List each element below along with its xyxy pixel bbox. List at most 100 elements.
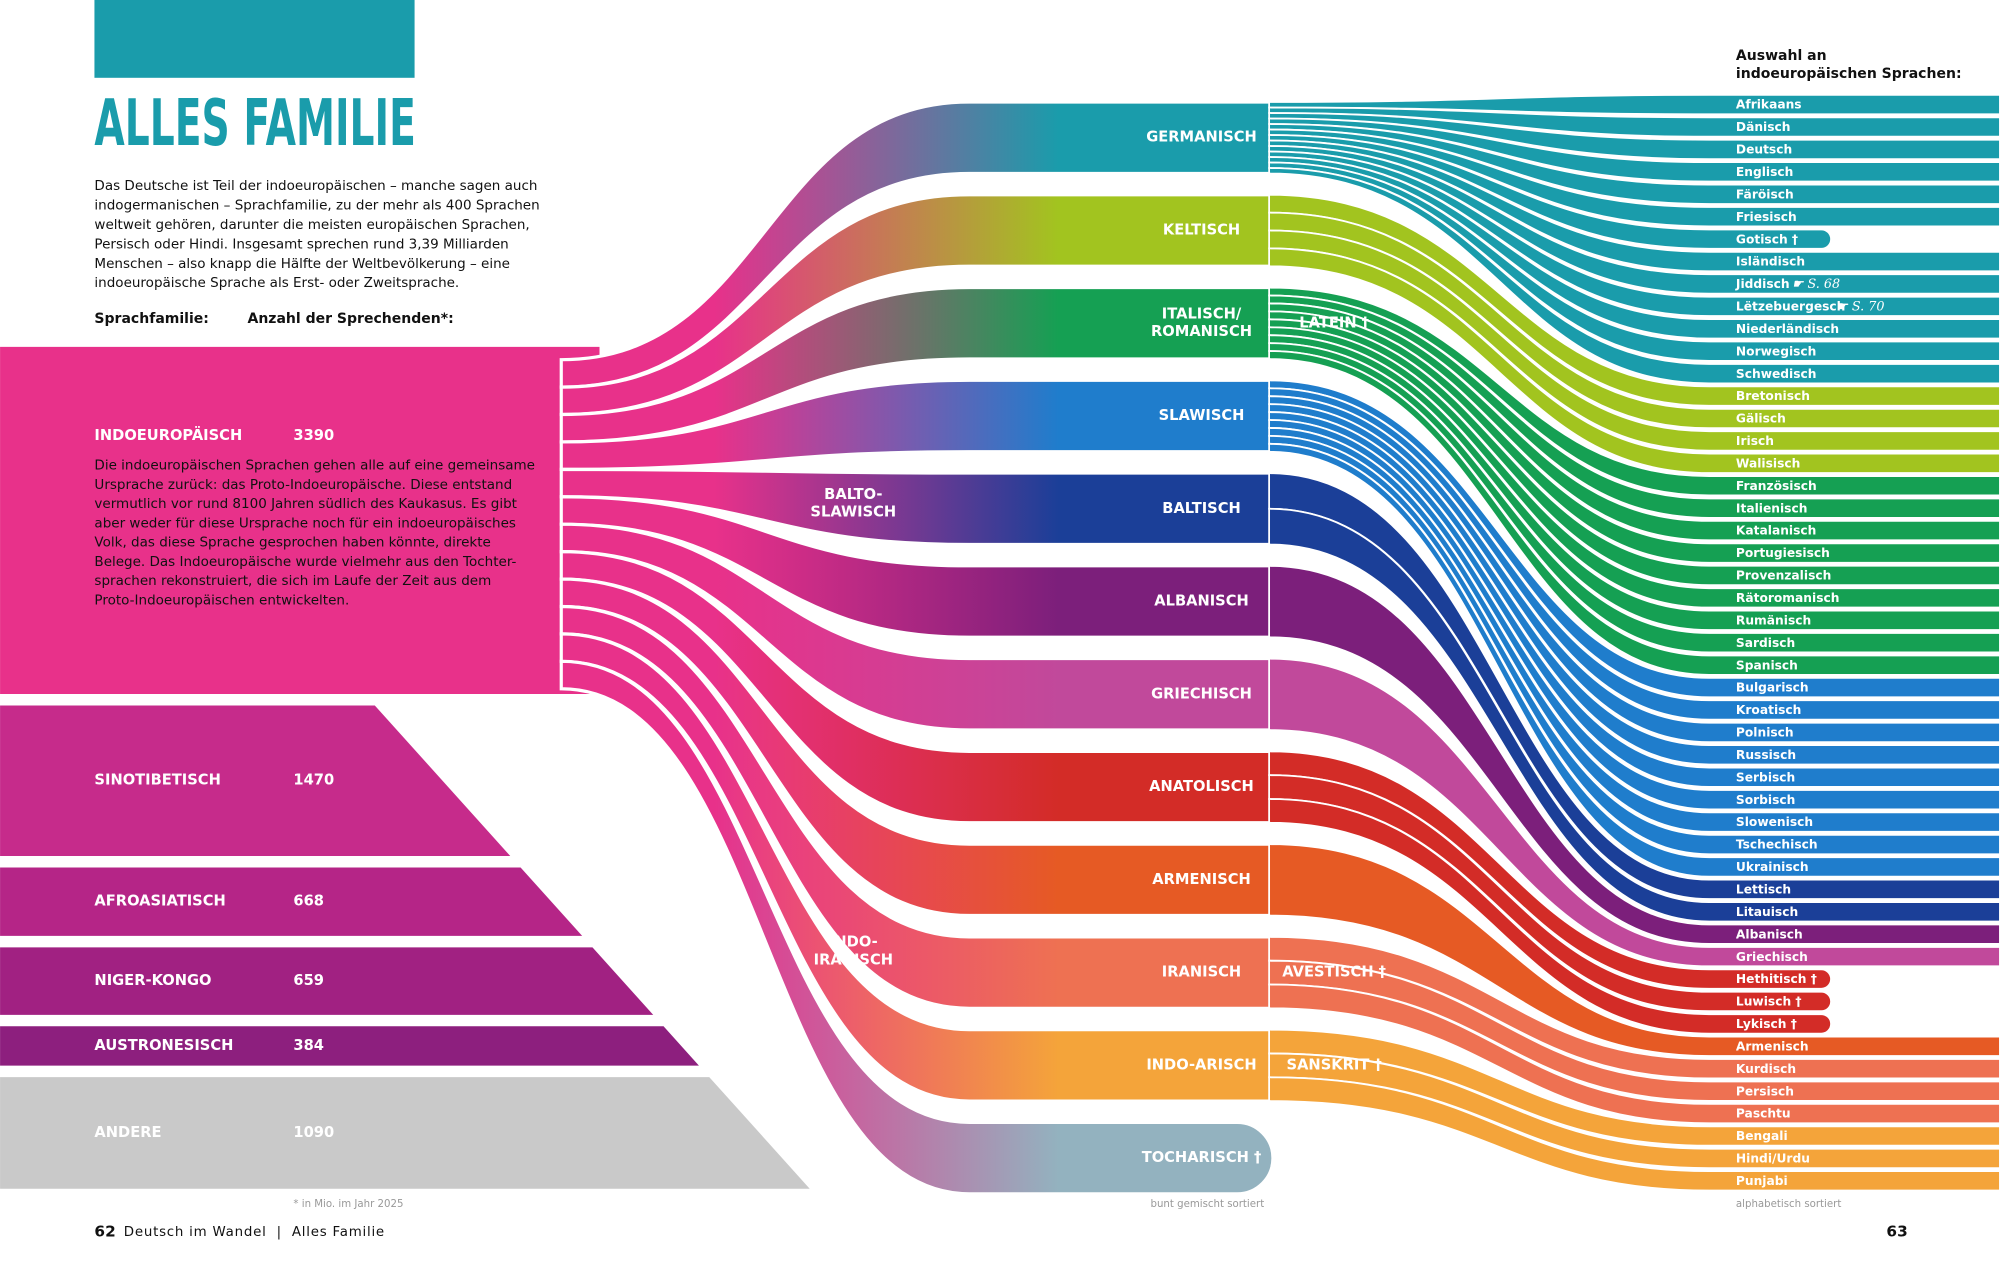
language-ref: ☛ S. 68	[1792, 277, 1840, 292]
note: bunt gemischt sortiert	[1151, 1199, 1265, 1210]
language-name: Paschtu	[1736, 1107, 1791, 1121]
language-name: Schwedisch	[1736, 367, 1817, 381]
language-name: Ukrainisch	[1736, 860, 1809, 874]
branch-sub: LATEIN †	[1299, 314, 1369, 331]
family-band	[0, 346, 600, 695]
heading: Auswahl an	[1736, 48, 1827, 64]
language-name: Serbisch	[1736, 770, 1795, 784]
language-name: Färöisch	[1736, 187, 1794, 201]
footnote: * in Mio. im Jahr 2025	[293, 1199, 403, 1210]
family-speakers: 668	[293, 893, 324, 910]
language-name: Norwegisch	[1736, 344, 1816, 358]
family-name: SINOTIBETISCH	[94, 772, 220, 789]
language-name: Isländisch	[1736, 255, 1805, 269]
page-number: 62	[94, 1223, 115, 1241]
language-flow	[1268, 167, 2000, 385]
group-name: IRANISCH	[814, 951, 893, 968]
language-name: Jiddisch	[1735, 277, 1790, 291]
family-name: NIGER-KONGO	[94, 972, 211, 989]
family-text: Belege. Das Indoeuropäische wurde vielme…	[94, 554, 516, 570]
language-name: Slowenisch	[1736, 815, 1813, 829]
language-name: Sorbisch	[1736, 793, 1795, 807]
branch-ribbon	[559, 495, 1278, 639]
language-name: Tschechisch	[1736, 838, 1818, 852]
family-speakers: 1090	[293, 1124, 334, 1141]
branch-name: ARMENISCH	[1152, 871, 1251, 888]
labels: Das Deutsche ist Teil der indoeuropäisch…	[94, 98, 1884, 1188]
branch-name: GERMANISCH	[1146, 129, 1257, 146]
language-name: Spanisch	[1736, 658, 1798, 672]
intro-line: Das Deutsche ist Teil der indoeuropäisch…	[94, 178, 537, 194]
group-name: INDO-	[829, 934, 878, 951]
family-name: ANDERE	[94, 1124, 161, 1141]
family-band	[0, 1077, 810, 1189]
family-text: Volk, das diese Sprache gesprochen haben…	[94, 535, 490, 551]
branch-name: KELTISCH	[1163, 222, 1240, 239]
language-name: Albanisch	[1736, 927, 1803, 941]
intro-line: Persisch oder Hindi. Insgesamt sprechen …	[94, 236, 508, 252]
family-band	[0, 867, 583, 936]
branch-name: IRANISCH	[1162, 964, 1241, 981]
language-name: Portugiesisch	[1736, 546, 1830, 560]
family-text: aber weder für diese Ursprache noch für …	[94, 515, 516, 531]
language-name: Englisch	[1736, 165, 1793, 179]
branch-ribbon	[559, 522, 1278, 732]
branch-sub: AVESTISCH †	[1282, 964, 1386, 981]
language-name: Kroatisch	[1736, 703, 1801, 717]
branch-ribbon	[559, 467, 1278, 547]
language-flow	[1268, 442, 2000, 878]
language-name: Deutsch	[1736, 143, 1792, 157]
branch-ribbon	[559, 632, 1278, 1103]
language-name: Litauisch	[1736, 905, 1798, 919]
language-name: Luwisch †	[1736, 995, 1802, 1009]
family-band	[0, 1026, 699, 1066]
language-name: Armenisch	[1736, 1039, 1809, 1053]
language-name: Niederländisch	[1736, 322, 1839, 336]
language-ref: ☛ S. 70	[1836, 300, 1884, 315]
language-name: Sardisch	[1736, 636, 1795, 650]
branch-ribbon	[559, 550, 1278, 825]
branch-name: SLAWISCH	[1159, 407, 1245, 424]
flows	[0, 93, 2000, 1196]
family-text: Proto-Indoeuropäischen entwickelten.	[94, 592, 349, 608]
family-name: INDOEUROPÄISCH	[94, 427, 242, 444]
page-number: 63	[1886, 1223, 1907, 1241]
language-name: Lëtzebuergesch	[1736, 300, 1845, 314]
branch-sub: SANSKRIT †	[1287, 1056, 1382, 1073]
branch-ribbon	[559, 659, 1275, 1196]
language-name: Persisch	[1736, 1084, 1794, 1098]
language-name: Französisch	[1736, 479, 1817, 493]
language-name: Lettisch	[1736, 882, 1791, 896]
branch-ribbon	[559, 577, 1278, 918]
family-text: Ursprache zurück: das Proto-Indoeuropäis…	[94, 477, 512, 493]
branch-name: ALBANISCH	[1154, 593, 1249, 610]
intro-line: Menschen – also knapp die Hälfte der Wel…	[94, 256, 510, 272]
language-name: Hethitisch †	[1736, 972, 1817, 986]
group-name: SLAWISCH	[810, 504, 896, 521]
language-name: Gotisch †	[1736, 232, 1798, 246]
branch-name: GRIECHISCH	[1151, 685, 1252, 702]
group-name: BALTO-	[824, 486, 882, 503]
language-name: Russisch	[1736, 748, 1796, 762]
family-text: Die indoeuropäischen Sprachen gehen alle…	[94, 458, 535, 474]
family-name: AUSTRONESISCH	[94, 1037, 233, 1054]
language-name: Friesisch	[1736, 210, 1797, 224]
family-name: AFROASIATISCH	[94, 893, 225, 910]
title: ALLES FAMILIE	[94, 87, 415, 161]
language-name: Rätoromanisch	[1736, 591, 1840, 605]
branch-name: TOCHARISCH †	[1142, 1149, 1262, 1166]
branch-name: ANATOLISCH	[1149, 778, 1254, 795]
language-name: Gälisch	[1736, 412, 1786, 426]
language-name: Dänisch	[1736, 120, 1791, 134]
family-text: sprachen rekonstruiert, die sich im Lauf…	[94, 573, 491, 589]
note: alphabetisch sortiert	[1736, 1199, 1841, 1210]
language-name: Provenzalisch	[1736, 569, 1831, 583]
language-name: Hindi/Urdu	[1736, 1152, 1810, 1166]
language-name: Rumänisch	[1736, 613, 1811, 627]
family-speakers: 659	[293, 972, 324, 989]
language-name: Lykisch †	[1736, 1017, 1797, 1031]
language-name: Bretonisch	[1736, 389, 1810, 403]
branch-name: ITALISCH/	[1162, 305, 1242, 322]
intro-line: indogermanischen – Sprachfamilie, zu der…	[94, 198, 539, 214]
